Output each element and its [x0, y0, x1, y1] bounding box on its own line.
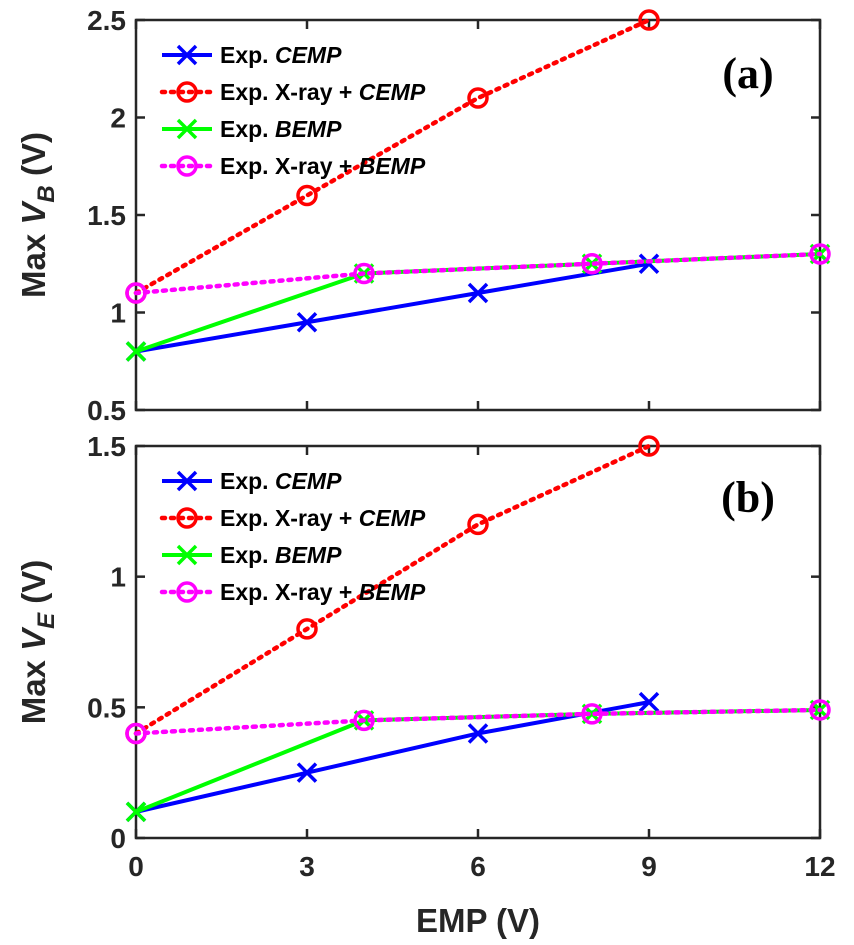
x-tick-label: 9 — [641, 851, 657, 882]
x-tick-label: 3 — [299, 851, 315, 882]
data-point-xray_bemp — [809, 243, 831, 265]
x-tick-label: 0 — [128, 851, 144, 882]
data-point-bemp — [125, 341, 147, 362]
series-line-xray_bemp — [133, 251, 823, 296]
series-xray_bemp — [125, 699, 831, 745]
y-tick-label: 0.5 — [87, 395, 126, 426]
data-point-cemp — [296, 312, 318, 333]
legend-marker-xray_cemp — [176, 507, 198, 529]
legend-marker-cemp — [176, 44, 198, 66]
x-tick-label: 12 — [804, 851, 835, 882]
y-tick-label: 1 — [110, 298, 126, 329]
legend-marker-bemp — [176, 118, 198, 140]
panel-a: 0.5 1 1.5 2 2.5 Max VB (V) Exp. CEMP Exp. X-ray… — [15, 5, 831, 426]
legend-label-bemp: Exp. BEMP — [220, 542, 342, 568]
y-tick-label: 1.5 — [87, 431, 126, 462]
legend-label-bemp: Exp. BEMP — [220, 116, 342, 142]
panel-label: (b) — [721, 473, 775, 522]
legend-marker-xray_bemp — [176, 155, 198, 177]
data-point-cemp — [467, 282, 489, 304]
y-tick-label: 1 — [110, 562, 126, 593]
series-line-xray_cemp — [133, 443, 652, 736]
y-tick-label: 2 — [110, 103, 126, 134]
series-line-cemp — [135, 261, 650, 354]
legend-marker-bemp — [176, 544, 198, 566]
data-point-xray_cemp — [467, 87, 489, 109]
y-tick-label: 0 — [110, 823, 126, 854]
legend-label-xray_cemp: Exp. X-ray + CEMP — [220, 505, 426, 531]
legend-label-cemp: Exp. CEMP — [220, 468, 342, 494]
series-line-cemp — [135, 700, 650, 814]
y-tick-label: 1.5 — [87, 200, 126, 231]
series-line-bemp — [135, 707, 821, 814]
y-axis-label: Max VB (V) — [15, 132, 60, 298]
data-point-xray_bemp — [809, 699, 831, 721]
legend: Exp. CEMP Exp. X-ray + CEMP Exp. BEMP Exp. … — [159, 42, 426, 179]
data-point-xray_bemp — [353, 262, 375, 285]
data-point-xray_bemp — [353, 709, 375, 732]
data-point-cemp — [638, 691, 660, 713]
data-point-cemp — [296, 762, 318, 783]
x-tick-label: 6 — [470, 851, 486, 882]
legend-marker-xray_cemp — [176, 81, 198, 103]
legend-label-xray_bemp: Exp. X-ray + BEMP — [220, 153, 426, 179]
y-tick-label: 0.5 — [87, 692, 126, 723]
data-point-xray_cemp — [296, 618, 318, 640]
y-tick-label: 2.5 — [87, 5, 126, 36]
data-point-xray_cemp — [467, 513, 489, 536]
legend-label-xray_bemp: Exp. X-ray + BEMP — [220, 579, 426, 605]
data-point-xray_cemp — [638, 9, 660, 31]
data-point-xray_bemp — [581, 703, 603, 725]
data-point-xray_cemp — [638, 435, 660, 457]
data-point-xray_bemp — [125, 282, 147, 304]
legend-label-cemp: Exp. CEMP — [220, 42, 342, 68]
data-point-xray_bemp — [581, 253, 603, 275]
legend-marker-xray_bemp — [176, 581, 198, 603]
legend-label-xray_cemp: Exp. X-ray + CEMP — [220, 79, 426, 105]
legend: Exp. CEMP Exp. X-ray + CEMP Exp. BEMP Exp. … — [159, 468, 426, 605]
legend-marker-cemp — [176, 470, 198, 492]
data-point-xray_bemp — [125, 722, 147, 745]
series-line-xray_cemp — [133, 17, 652, 296]
data-point-xray_cemp — [296, 184, 318, 207]
panel-b: 0 0.5 1 1.5 0 3 6 9 12 Max VE (V) Exp. CEMP Exp. X-… — [15, 431, 836, 882]
data-point-bemp — [125, 801, 147, 823]
x-axis-label: EMP (V) — [416, 902, 540, 939]
data-point-cemp — [638, 253, 660, 274]
series-line-xray_bemp — [133, 707, 823, 736]
series-xray_bemp — [125, 243, 831, 304]
panel-label: (a) — [722, 49, 773, 98]
data-point-cemp — [467, 723, 489, 744]
y-axis-label: Max VE (V) — [15, 560, 60, 725]
series-bemp — [125, 243, 831, 362]
